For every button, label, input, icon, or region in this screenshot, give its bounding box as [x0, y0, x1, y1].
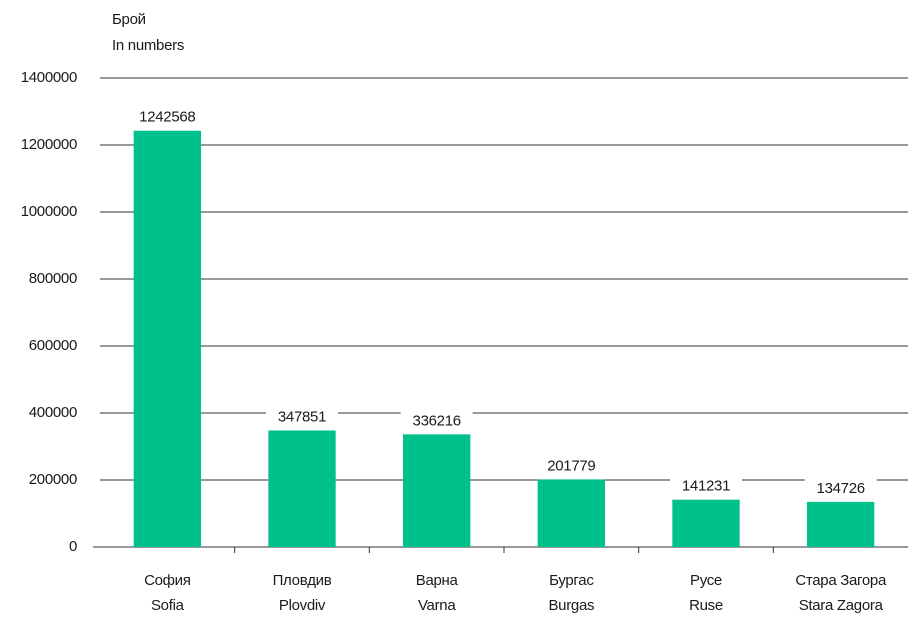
x-tick-label: Русе [690, 572, 722, 589]
x-tick-label: Стара Загора [795, 572, 887, 589]
y-tick-label: 400000 [29, 404, 77, 421]
bar [672, 499, 740, 547]
x-tick-label: Sofia [151, 597, 185, 614]
x-tick-label: Burgas [548, 597, 594, 614]
x-tick-label: Plovdiv [279, 597, 326, 614]
y-tick-label: 600000 [29, 337, 77, 354]
x-tick-label: София [144, 572, 191, 589]
value-label-bg [266, 407, 338, 428]
x-tick-label: Бургас [549, 572, 594, 589]
value-label-bg [804, 478, 877, 499]
value-label: 336216 [413, 412, 461, 429]
x-tick-label: Stara Zagora [799, 597, 884, 614]
x-tick-label: Варна [416, 572, 459, 589]
y-axis-label: Брой [112, 11, 146, 28]
value-label: 347851 [278, 408, 326, 425]
bar [403, 434, 471, 547]
value-label: 201779 [547, 457, 595, 474]
y-tick-label: 800000 [29, 270, 77, 287]
y-axis-label: In numbers [112, 37, 184, 54]
value-label: 141231 [682, 478, 730, 495]
y-tick-label: 1000000 [21, 203, 77, 220]
value-label-bg [131, 107, 204, 128]
x-tick-label: Varna [418, 597, 456, 614]
y-tick-label: 1200000 [21, 136, 77, 153]
bar [133, 130, 201, 547]
bar [537, 479, 605, 547]
x-tick-label: Пловдив [273, 572, 332, 589]
bar [807, 501, 875, 547]
bar [268, 430, 336, 547]
value-label-bg [535, 456, 608, 477]
value-label-bg [400, 411, 473, 432]
value-label-bg [670, 476, 742, 497]
y-tick-label: 200000 [29, 471, 77, 488]
value-label: 1242568 [139, 109, 195, 126]
y-tick-label: 1400000 [21, 69, 77, 86]
value-label: 134726 [817, 480, 865, 497]
y-tick-label: 0 [69, 538, 77, 555]
x-tick-label: Ruse [689, 597, 723, 614]
